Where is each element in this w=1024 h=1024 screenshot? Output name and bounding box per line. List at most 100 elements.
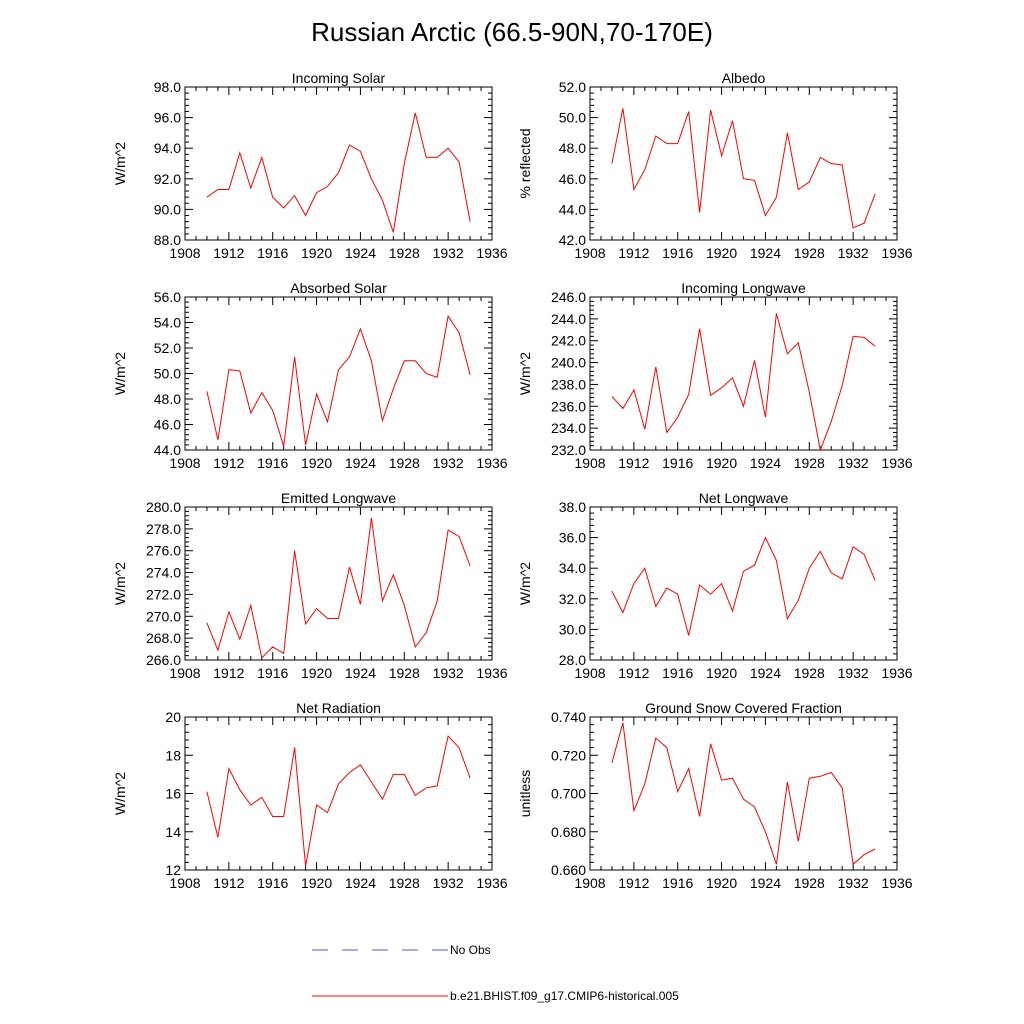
panel-emitted-longwave: Emitted Longwave W/m^2 1908 1912 1916 1920 192…	[112, 490, 508, 681]
y-tick-label: 280.0	[146, 499, 181, 515]
plot-frame	[184, 716, 493, 871]
y-tick-label: 278.0	[146, 521, 181, 537]
y-tick-label: 52.0	[154, 340, 181, 356]
y-tick-label: 0.740	[551, 709, 586, 725]
x-tick-label: 1932	[838, 875, 869, 891]
y-tick-label: 12	[165, 862, 181, 878]
x-tick-label: 1928	[389, 875, 420, 891]
y-tick-label: 46.0	[154, 417, 181, 433]
x-tick-label: 1920	[706, 665, 737, 681]
panel-title: Emitted Longwave	[281, 490, 396, 506]
y-axis-label: W/m^2	[112, 352, 128, 395]
y-axis-label: W/m^2	[517, 562, 533, 605]
y-tick-label: 50.0	[559, 110, 586, 126]
y-tick-label: 238.0	[551, 376, 586, 392]
y-tick-label: 38.0	[559, 499, 586, 515]
series-line	[206, 112, 471, 233]
y-tick-label: 96.0	[154, 110, 181, 126]
y-tick-label: 270.0	[146, 608, 181, 624]
panel-incoming-solar: Incoming Solar W/m^2 1908 1912 1916 1920 1924 1…	[112, 70, 508, 261]
panels: Incoming Solar W/m^2 1908 1912 1916 1920 1924 1…	[112, 70, 913, 891]
x-tick-label: 1912	[213, 245, 244, 261]
panel-title: Net Radiation	[296, 700, 381, 716]
x-tick-label: 1936	[476, 455, 507, 471]
y-tick-label: 266.0	[146, 652, 181, 668]
x-tick-label: 1928	[794, 665, 825, 681]
y-tick-label: 32.0	[559, 591, 586, 607]
panel-title: Incoming Longwave	[681, 280, 806, 296]
x-tick-label: 1920	[301, 665, 332, 681]
y-tick-label: 272.0	[146, 586, 181, 602]
x-tick-label: 1916	[662, 665, 693, 681]
x-tick-label: 1908	[169, 875, 200, 891]
x-tick-label: 1916	[257, 665, 288, 681]
x-tick-label: 1928	[389, 455, 420, 471]
panel-net-longwave: Net Longwave W/m^2 1908 1912 1916 1920 1924 192…	[517, 490, 913, 681]
x-tick-label: 1908	[574, 875, 605, 891]
x-tick-label: 1916	[662, 875, 693, 891]
panel-albedo: Albedo % reflected 1908 1912 1916 1920 1924 192…	[517, 70, 913, 261]
x-tick-label: 1928	[389, 665, 420, 681]
y-tick-label: 0.680	[551, 824, 586, 840]
y-axis-label: W/m^2	[112, 562, 128, 605]
plot-frame	[589, 506, 898, 661]
x-tick-label: 1912	[213, 455, 244, 471]
x-tick-label: 1924	[345, 245, 376, 261]
plot-frame	[184, 506, 493, 661]
plot-frame	[589, 296, 898, 451]
x-tick-label: 1916	[257, 455, 288, 471]
y-tick-label: 234.0	[551, 420, 586, 436]
x-tick-label: 1920	[706, 875, 737, 891]
x-tick-label: 1924	[750, 245, 781, 261]
x-tick-label: 1924	[750, 875, 781, 891]
y-axis-label: % reflected	[517, 128, 533, 198]
x-tick-label: 1936	[476, 245, 507, 261]
x-tick-label: 1932	[838, 455, 869, 471]
y-tick-label: 54.0	[154, 315, 181, 331]
x-tick-label: 1920	[706, 455, 737, 471]
y-tick-label: 50.0	[154, 366, 181, 382]
y-tick-label: 276.0	[146, 543, 181, 559]
y-tick-label: 232.0	[551, 442, 586, 458]
y-tick-label: 36.0	[559, 530, 586, 546]
y-tick-label: 16	[165, 786, 181, 802]
x-tick-label: 1936	[476, 875, 507, 891]
panel-ground-snow-covered-fraction: Ground Snow Covered Fraction unitless 1908…	[517, 700, 913, 891]
x-tick-label: 1932	[838, 245, 869, 261]
x-tick-label: 1916	[257, 875, 288, 891]
x-tick-label: 1936	[881, 875, 912, 891]
y-tick-label: 236.0	[551, 398, 586, 414]
x-tick-label: 1908	[169, 665, 200, 681]
x-tick-label: 1916	[662, 455, 693, 471]
y-tick-label: 92.0	[154, 171, 181, 187]
x-tick-label: 1928	[794, 455, 825, 471]
y-tick-label: 274.0	[146, 565, 181, 581]
y-tick-label: 240.0	[551, 355, 586, 371]
y-tick-label: 20	[165, 709, 181, 725]
y-tick-label: 44.0	[154, 442, 181, 458]
x-tick-label: 1924	[750, 455, 781, 471]
x-tick-label: 1936	[881, 665, 912, 681]
x-tick-label: 1928	[389, 245, 420, 261]
y-axis-label: unitless	[517, 770, 533, 817]
y-axis-label: W/m^2	[112, 142, 128, 185]
panel-title: Incoming Solar	[292, 70, 386, 86]
x-tick-label: 1932	[838, 665, 869, 681]
series-line	[611, 313, 876, 452]
x-tick-label: 1928	[794, 875, 825, 891]
panel-title: Albedo	[722, 70, 766, 86]
y-tick-label: 0.720	[551, 747, 586, 763]
y-tick-label: 0.700	[551, 786, 586, 802]
y-tick-label: 268.0	[146, 630, 181, 646]
x-tick-label: 1916	[662, 245, 693, 261]
x-tick-label: 1932	[433, 665, 464, 681]
panel-absorbed-solar: Absorbed Solar W/m^2 1908 1912 1916 1920 1924 1…	[112, 280, 508, 471]
plot-frame	[184, 86, 493, 241]
y-tick-label: 42.0	[559, 232, 586, 248]
x-tick-label: 1908	[574, 455, 605, 471]
y-tick-label: 34.0	[559, 560, 586, 576]
x-tick-label: 1936	[881, 245, 912, 261]
y-tick-label: 14	[165, 824, 181, 840]
y-tick-label: 90.0	[154, 201, 181, 217]
